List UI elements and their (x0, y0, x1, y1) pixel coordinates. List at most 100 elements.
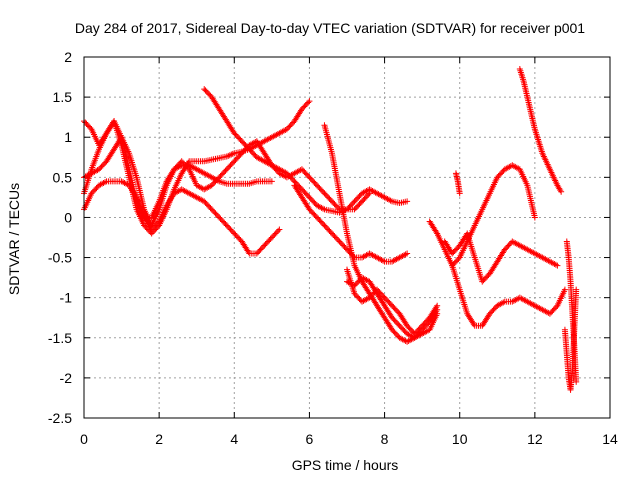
data-point (216, 167, 229, 181)
data-point (178, 158, 191, 171)
data-point (516, 242, 529, 252)
data-point (426, 304, 440, 321)
data-point (283, 119, 297, 133)
data-point (328, 230, 342, 244)
data-point (321, 122, 335, 155)
data-point (268, 227, 282, 241)
data-point (276, 166, 289, 176)
series-track-4 (81, 134, 373, 229)
data-point (126, 150, 140, 179)
data-point (336, 190, 350, 235)
data-point (567, 368, 576, 393)
data-point (344, 199, 357, 213)
chart-title: Day 284 of 2017, Sidereal Day-to-day VTE… (75, 20, 585, 36)
data-point (178, 186, 191, 196)
data-point (351, 199, 364, 213)
data-point (359, 251, 372, 261)
data-point (434, 306, 441, 313)
data-point (231, 151, 244, 165)
data-point (88, 167, 101, 177)
data-point (208, 175, 222, 189)
data-point (561, 286, 568, 293)
data-point (479, 312, 492, 329)
data-point (426, 218, 440, 235)
data-point (516, 166, 530, 187)
data-point (456, 240, 470, 261)
series-track-3 (81, 178, 283, 257)
data-point (126, 182, 139, 199)
data-point (528, 110, 538, 131)
x-tick-label: 14 (602, 431, 618, 447)
data-point (374, 286, 387, 300)
data-point (531, 250, 544, 260)
data-point (298, 166, 312, 179)
data-point (231, 130, 244, 143)
series-track-11 (441, 230, 561, 285)
data-point (524, 94, 534, 115)
data-point (535, 138, 545, 155)
data-point (276, 170, 289, 180)
data-point (171, 187, 184, 197)
data-point (186, 166, 199, 187)
data-point (539, 254, 552, 264)
data-point (509, 295, 522, 305)
data-point (381, 294, 394, 308)
y-tick-label: -2.5 (48, 410, 72, 426)
data-point (389, 314, 402, 328)
y-tick-label: 1.5 (53, 89, 73, 105)
data-point (571, 288, 580, 333)
data-point (456, 286, 470, 315)
series-track-13 (516, 66, 565, 195)
data-point (111, 118, 124, 139)
data-point (344, 278, 357, 288)
data-point (223, 118, 237, 135)
data-point (163, 191, 177, 209)
data-point (520, 78, 530, 99)
data-point (336, 238, 349, 252)
data-point (163, 168, 177, 189)
data-point (389, 255, 402, 265)
data-point (411, 324, 424, 337)
data-point (148, 200, 162, 221)
x-tick-label: 6 (306, 431, 314, 447)
data-point (156, 184, 170, 213)
data-point (201, 86, 214, 99)
series-track-8 (344, 266, 441, 337)
data-point (88, 148, 102, 173)
data-point (486, 304, 500, 317)
data-point (298, 194, 312, 211)
data-point (201, 198, 214, 212)
data-point (524, 182, 538, 219)
data-point (494, 299, 507, 309)
data-point (133, 174, 147, 211)
data-point (96, 131, 109, 153)
data-point (366, 278, 380, 296)
x-tick-label: 2 (155, 431, 163, 447)
data-point (328, 150, 343, 195)
data-point (426, 308, 440, 325)
x-tick-label: 12 (527, 431, 543, 447)
data-point (321, 190, 334, 204)
data-point (494, 167, 507, 181)
data-point (223, 222, 237, 236)
data-point (291, 178, 304, 192)
data-point (516, 66, 527, 83)
data-point (148, 223, 161, 237)
data-point (516, 294, 529, 304)
data-point (359, 295, 372, 305)
series-track-2 (81, 118, 275, 221)
data-point (449, 243, 462, 257)
data-point (306, 174, 319, 188)
data-point (246, 139, 259, 149)
data-point (374, 190, 387, 200)
data-point (359, 278, 372, 296)
data-point (253, 243, 267, 257)
data-point (268, 162, 281, 172)
data-point (186, 190, 199, 200)
y-axis-label: SDTVAR / TECUs (6, 183, 22, 295)
data-point (231, 230, 244, 244)
data-point (494, 248, 507, 265)
data-point (208, 155, 221, 163)
data-point (253, 154, 266, 164)
data-point (471, 208, 485, 229)
